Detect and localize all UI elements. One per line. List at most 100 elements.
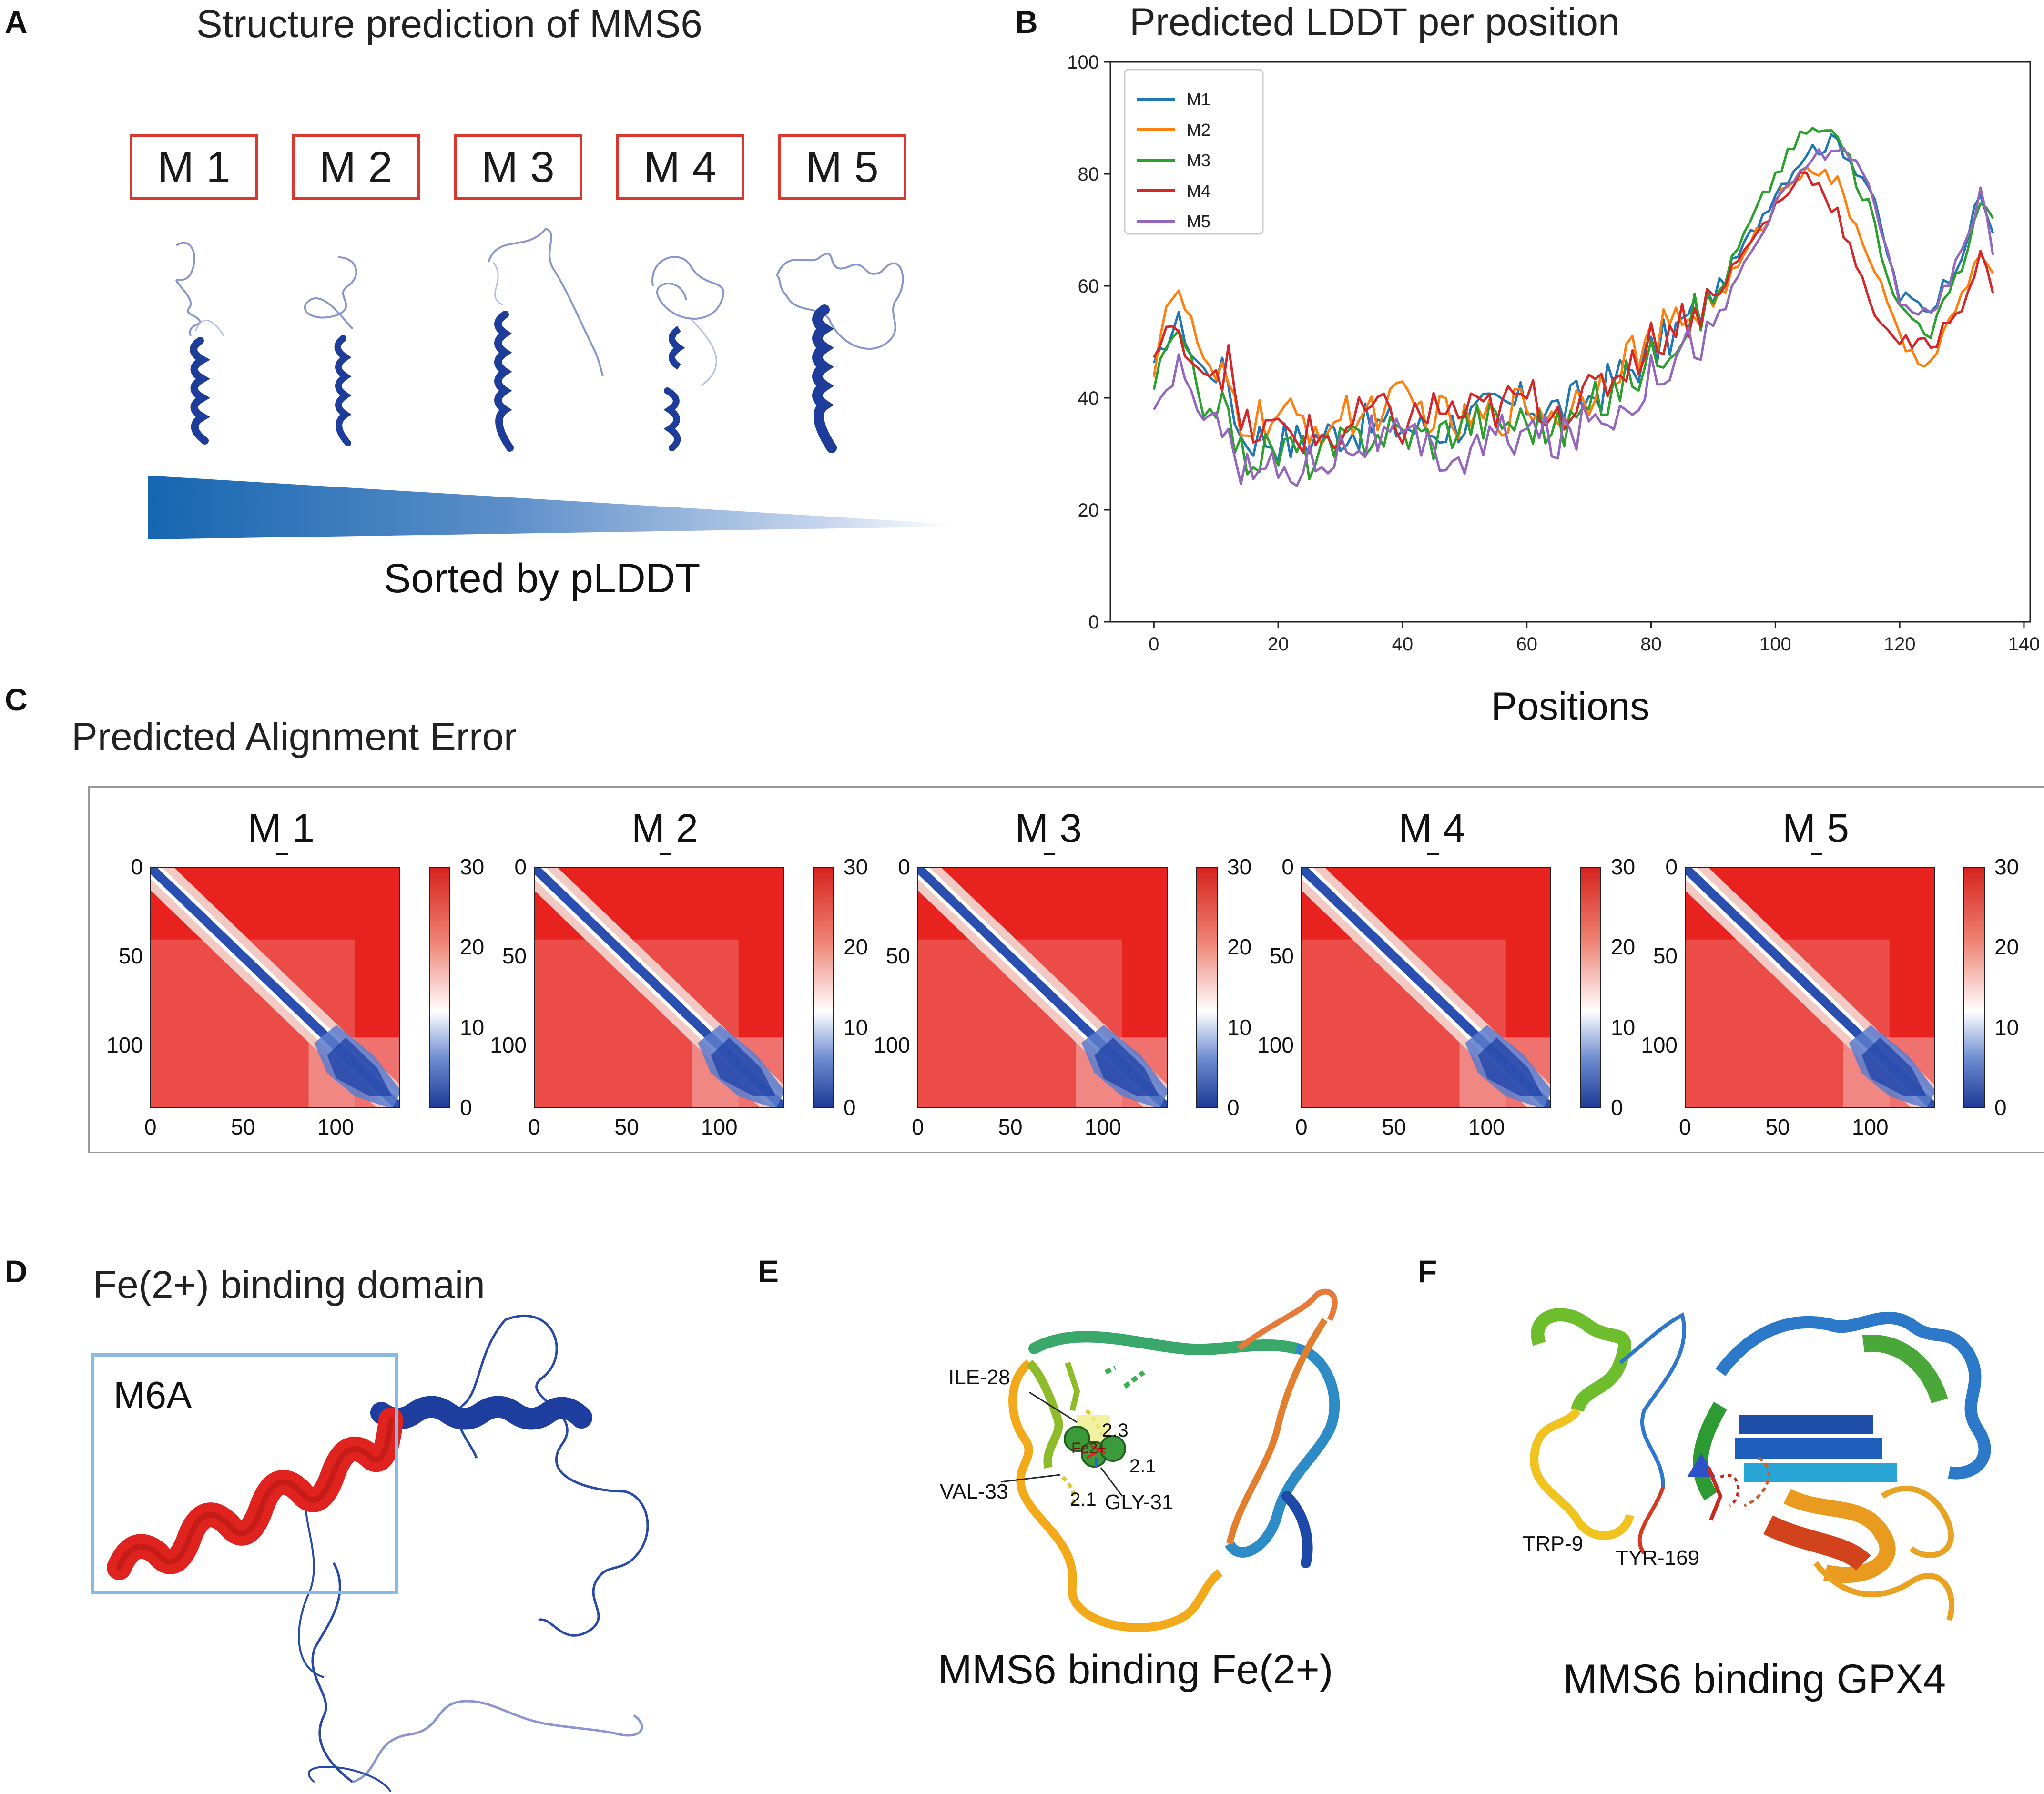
e-caption: MMS6 binding Fe(2+): [938, 1647, 1333, 1693]
panel-d-title: Fe(2+) binding domain: [93, 1263, 485, 1307]
colorbar-tick-label: 10: [1227, 1014, 1252, 1040]
colorbar-tick-label: 10: [1611, 1014, 1636, 1040]
sorted-by-caption: Sorted by pLDDT: [384, 556, 701, 601]
pae-y-tick-label: 50: [118, 943, 143, 969]
legend-label-M5: M5: [1187, 212, 1210, 231]
colorbar-tick-label: 30: [1227, 854, 1252, 879]
pae-colorbar: [1580, 867, 1601, 1108]
structure-model-2: [304, 256, 357, 446]
pae-colorbar: [429, 867, 450, 1108]
x-tick-label: 120: [1884, 634, 1916, 655]
colorbar-tick-label: 20: [844, 934, 868, 960]
panel-letter-a: A: [5, 4, 28, 40]
series-line-M3: [1152, 127, 1994, 481]
pae-subplot-title: M 5: [1782, 806, 1850, 851]
legend-box: [1124, 69, 1264, 235]
pae-y-tick-label: 100: [106, 1033, 143, 1058]
pae-matrix: [1302, 868, 1550, 1107]
pae-y-tick-label: 50: [1653, 943, 1678, 969]
colorbar-tick-label: 20: [1994, 934, 2019, 960]
pae-heatmap: [1301, 867, 1551, 1108]
colorbar-tick-label: 10: [460, 1014, 485, 1040]
gly-31-label: GLY-31: [1105, 1490, 1174, 1514]
plddt-sort-wedge: [148, 476, 953, 539]
structure-model-3: [488, 227, 604, 452]
series-line-M4: [1153, 171, 1994, 454]
pae-x-tick-label: 50: [614, 1115, 639, 1139]
x-tick-label: 20: [1268, 634, 1289, 655]
bond-distance-3: 2.1: [1129, 1456, 1156, 1477]
colorbar-tick-label: 20: [1227, 934, 1252, 960]
pae-x-tick-label: 0: [912, 1115, 924, 1139]
pae-y-tick-label: 50: [502, 943, 527, 969]
pae-subplot-title: M 3: [1015, 806, 1082, 851]
colorbar-tick-label: 20: [1611, 934, 1636, 960]
pae-matrix: [1686, 868, 1934, 1107]
title-underscore: [1044, 853, 1055, 855]
y-tick-label: 60: [1078, 276, 1099, 297]
x-tick-label: 100: [1759, 634, 1791, 655]
title-underscore: [660, 853, 671, 855]
pae-y-tick-label: 0: [1281, 854, 1294, 879]
colorbar-tick-label: 0: [1611, 1095, 1623, 1120]
pae-x-tick-label: 0: [1295, 1115, 1308, 1139]
pae-matrix: [918, 868, 1167, 1107]
pae-subplot-title: M 1: [248, 806, 315, 851]
colorbar-tick-label: 30: [460, 854, 485, 879]
pae-y-tick-label: 100: [1257, 1033, 1294, 1058]
ile-28-label: ILE-28: [948, 1366, 1010, 1389]
y-tick-label: 40: [1078, 388, 1099, 409]
bond-distance-1: 2.3: [1102, 1420, 1129, 1441]
colorbar-tick-label: 0: [1994, 1095, 2007, 1120]
panel-letter-d: D: [5, 1254, 28, 1289]
lddt-line-chart: 0 20 40 60 80 100 120 140 0 20 40 60 80 100 Positions M…: [1067, 52, 2040, 728]
pae-x-tick-label: 50: [231, 1115, 255, 1139]
x-tick-label: 60: [1516, 634, 1537, 655]
gpx4-binding-structure: [1530, 1308, 1991, 1621]
pae-matrix: [535, 868, 783, 1107]
x-tick-label: 80: [1640, 634, 1662, 655]
pae-colorbar: [813, 867, 834, 1108]
x-axis-label: Positions: [1491, 685, 1650, 728]
series-line-M5: [1153, 147, 1994, 487]
y-tick-label: 100: [1067, 52, 1099, 73]
pae-x-tick-label: 0: [144, 1115, 157, 1139]
model-box-m2: M 2: [292, 134, 420, 200]
y-tick-label: 80: [1078, 164, 1099, 185]
title-underscore: [1427, 853, 1439, 855]
pae-x-tick-label: 100: [1084, 1115, 1121, 1139]
panel-b-title: Predicted LDDT per position: [1129, 0, 1620, 44]
colorbar-tick-label: 10: [844, 1014, 868, 1040]
fe-binding-domain-structure: [107, 1315, 649, 1792]
m6a-highlight-box: [91, 1353, 398, 1594]
lddt-legend: M1 M2 M3 M4 M5: [1124, 69, 1264, 235]
title-underscore: [1811, 853, 1822, 855]
pae-y-tick-label: 0: [131, 854, 143, 879]
model-box-m3: M 3: [454, 134, 582, 200]
pae-matrix: [151, 868, 399, 1107]
pae-colorbar: [1196, 867, 1218, 1108]
pae-subplot-5: M 5 0 50 100 0 50 100 30 20 10 0: [1635, 805, 2019, 1139]
pae-y-tick-label: 0: [514, 854, 527, 879]
pae-x-tick-label: 100: [1851, 1115, 1889, 1139]
pae-x-tick-label: 50: [998, 1115, 1023, 1139]
pae-heatmap: [917, 867, 1168, 1108]
series-line-M2: [1152, 166, 1994, 446]
legend-label-M2: M2: [1187, 120, 1210, 140]
panel-letter-c: C: [5, 682, 28, 717]
structure-model-1: [175, 242, 225, 445]
fe-binding-structure: 2.3 2.1 2.1 Fe2+: [1000, 1288, 1340, 1632]
pae-y-tick-label: 50: [1269, 943, 1294, 969]
colorbar-tick-label: 20: [460, 934, 485, 960]
pae-y-tick-label: 100: [874, 1033, 910, 1058]
structure-model-4: [651, 256, 725, 451]
pae-x-tick-label: 100: [1468, 1115, 1505, 1139]
x-tick-label: 40: [1392, 634, 1414, 655]
model-box-m1: M 1: [130, 134, 258, 200]
legend-label-M4: M4: [1187, 181, 1210, 201]
legend-label-M3: M3: [1187, 151, 1210, 170]
pae-subplot-title: M 2: [631, 806, 699, 851]
pae-heatmap: [1685, 867, 1935, 1108]
pae-heatmap: [150, 867, 400, 1108]
colorbar-tick-label: 0: [1227, 1095, 1240, 1120]
